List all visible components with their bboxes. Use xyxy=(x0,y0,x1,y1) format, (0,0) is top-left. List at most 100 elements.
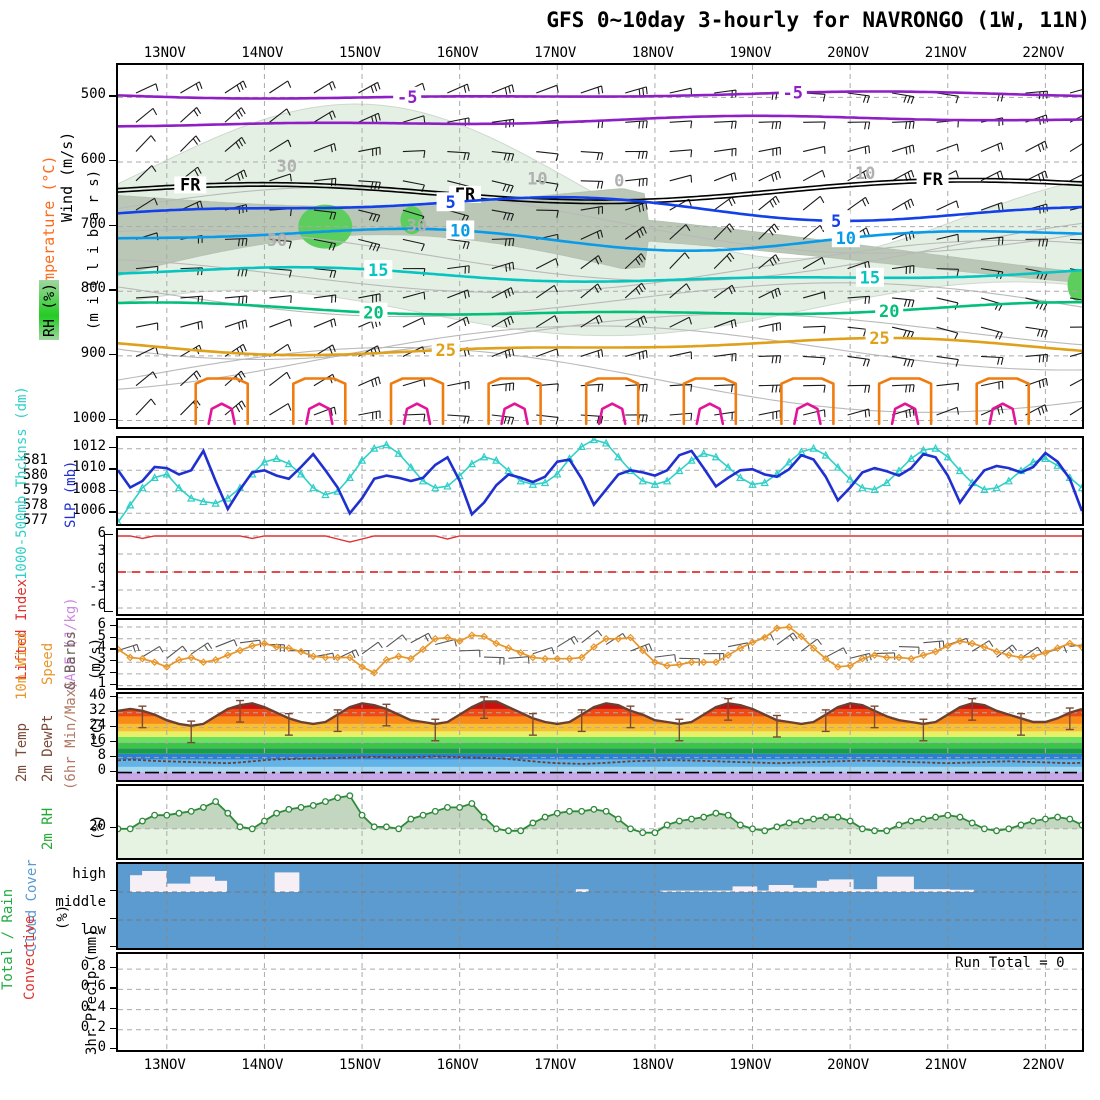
svg-text:10: 10 xyxy=(527,169,547,189)
date-label-bottom: 19NOV xyxy=(729,1057,772,1073)
svg-text:25: 25 xyxy=(869,329,889,349)
wind-ytick: 1 xyxy=(97,674,106,691)
date-label-top: 22NOV xyxy=(1022,45,1065,61)
temp-ytick: 8 xyxy=(97,746,106,763)
temp-ytick: 0 xyxy=(97,761,106,778)
wind-10m-chart xyxy=(118,620,1082,688)
wind-10m-panel xyxy=(116,618,1084,690)
precip-axis-label: 3hr Precip (mm) xyxy=(84,928,100,1055)
wind-ytick: 4 xyxy=(97,639,106,656)
total-rain-label: Total / Rain xyxy=(0,888,16,990)
precip-ytick: 0.6 xyxy=(80,978,106,995)
svg-text:20: 20 xyxy=(363,304,383,324)
date-label-top: 13NOV xyxy=(143,45,186,61)
wind-ytick: 6 xyxy=(97,616,106,633)
upper-rh-label: RH (%) xyxy=(39,279,59,340)
temp-tickmark xyxy=(110,755,116,757)
cloud-row-label: middle xyxy=(55,894,106,910)
minmax-label: (6hr Min/Max) xyxy=(63,680,79,790)
date-label-top: 14NOV xyxy=(241,45,284,61)
date-label-top: 15NOV xyxy=(338,45,382,61)
cloud-cover-chart xyxy=(118,864,1082,948)
rh-2m-chart xyxy=(118,786,1082,858)
rh-2m-panel xyxy=(116,784,1084,860)
date-label-bottom: 18NOV xyxy=(631,1057,674,1073)
rh-2m-label: 2m RH xyxy=(40,807,56,850)
svg-text:10: 10 xyxy=(450,221,470,241)
svg-text:FR: FR xyxy=(180,175,201,195)
precip-ytick: 0.2 xyxy=(80,1018,106,1035)
upper-air-tickmark xyxy=(109,95,116,97)
upper-temperature-label: Temperature (°C) xyxy=(40,155,58,301)
temp-tickmark xyxy=(110,710,116,712)
svg-text:5: 5 xyxy=(445,193,455,213)
upper-air-ytick: 500 xyxy=(80,86,106,103)
temp-dewpoint-chart xyxy=(118,694,1082,780)
temp-tickmark xyxy=(110,725,116,727)
svg-text:20: 20 xyxy=(879,302,899,322)
run-total-annotation: Run Total = 0 xyxy=(955,955,1065,971)
wind-unit-label: (m/s) xyxy=(88,637,104,680)
rh-unit-label: (%) xyxy=(90,814,106,840)
precip-ytick: 0 xyxy=(97,1039,106,1055)
thickness-ytick: 581 xyxy=(22,452,48,468)
date-label-bottom: 13NOV xyxy=(143,1057,186,1073)
cloud-unit-label: (%) xyxy=(55,904,71,930)
svg-text:15: 15 xyxy=(368,261,388,281)
upper-air-ytick: 800 xyxy=(80,280,106,297)
lifted-index-panel xyxy=(116,528,1084,616)
slp-ytick: 1006 xyxy=(72,502,106,519)
upper-air-tickmark xyxy=(109,353,116,356)
precip-chart xyxy=(118,954,1082,1050)
wind-tickmark xyxy=(110,636,116,638)
temp-2m-label: 2m Temp xyxy=(14,722,30,782)
wind-tickmark xyxy=(110,671,116,674)
upper-air-ytick: 1000 xyxy=(72,409,106,426)
upper-wind-label: Wind (m/s) xyxy=(58,131,76,222)
temp-ytick: 24 xyxy=(89,716,106,733)
precip-tickmark xyxy=(110,1048,116,1050)
temp-ytick: 16 xyxy=(89,731,106,748)
wind-tickmark xyxy=(110,625,116,627)
temp-tickmark xyxy=(110,770,116,772)
precip-tickmark xyxy=(110,967,116,969)
cloud-tickmark xyxy=(110,918,116,920)
wind-tickmark xyxy=(110,648,116,650)
svg-text:5: 5 xyxy=(831,212,841,232)
temp-ytick: 40 xyxy=(89,686,106,703)
date-label-bottom: 17NOV xyxy=(534,1057,577,1073)
date-label-bottom: 14NOV xyxy=(241,1057,284,1073)
slp-chart xyxy=(118,438,1082,524)
wind-tickmark xyxy=(110,683,116,685)
date-label-bottom: 22NOV xyxy=(1022,1057,1065,1073)
svg-text:25: 25 xyxy=(436,341,456,361)
svg-text:10: 10 xyxy=(855,164,875,184)
date-label-top: 20NOV xyxy=(827,45,870,61)
wind-speed-label: Speed xyxy=(40,642,56,685)
date-label-top: 17NOV xyxy=(534,45,577,61)
slp-tickmark xyxy=(109,489,116,492)
cloud-tickmark xyxy=(110,890,116,892)
date-label-bottom: 21NOV xyxy=(924,1057,967,1073)
date-label-top: 19NOV xyxy=(729,45,772,61)
upper-air-panel: FR FR FR -5 -5 5 5 10 10 15 15 20 20 25 25 30 30 50 0 10 10 xyxy=(116,63,1084,429)
temp-ytick: 32 xyxy=(89,701,106,718)
rh-ytick: 20 xyxy=(89,817,106,834)
lifted-index-ytick: 0 xyxy=(97,561,106,577)
upper-pressure-label: (m i l l i b a r s) xyxy=(86,169,102,330)
cloud-row-label: high xyxy=(72,866,106,882)
temp-unit-label: (°C) xyxy=(90,716,106,750)
svg-text:50: 50 xyxy=(267,231,287,251)
slp-tickmark xyxy=(109,511,116,513)
date-label-top: 16NOV xyxy=(436,45,479,61)
precip-tickmark xyxy=(110,1027,116,1029)
lifted-index-bracket xyxy=(104,534,113,612)
upper-air-tickmark xyxy=(109,159,116,162)
upper-air-ytick: 900 xyxy=(80,344,106,361)
thickness-label: 1000-500mb Thcknss (dm) xyxy=(14,386,30,580)
slp-tickmark xyxy=(109,446,116,449)
wind-ytick: 5 xyxy=(97,627,106,644)
precip-panel xyxy=(116,952,1084,1052)
svg-text:FR: FR xyxy=(922,170,943,190)
